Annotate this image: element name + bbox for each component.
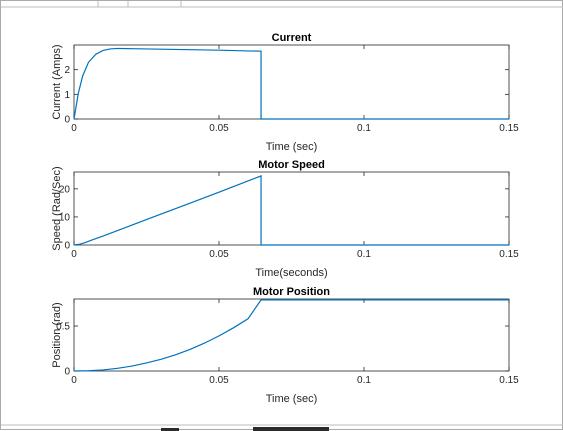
y-tick-label: 20 — [59, 184, 71, 195]
axes-title: Motor Speed — [258, 159, 325, 171]
x-axis-label: Time(seconds) — [255, 267, 327, 279]
x-tick-label: 0 — [71, 249, 77, 260]
series-line — [73, 299, 509, 372]
axes-title: Motor Position — [253, 286, 330, 298]
axes-title: Current — [272, 32, 312, 44]
series-line — [73, 47, 509, 120]
x-tick-label: 0 — [71, 375, 77, 386]
y-tick-label: 0 — [64, 115, 70, 126]
x-tick-label: 0.05 — [209, 123, 229, 134]
x-tick-label: 0.15 — [499, 123, 519, 134]
y-axis-label: Current (Amps) — [51, 44, 63, 119]
y-tick-label: 0.5 — [56, 322, 70, 333]
x-tick-label: 0.05 — [209, 375, 229, 386]
x-tick-label: 0.15 — [499, 375, 519, 386]
y-axis-label: Speed (Rad/Sec) — [51, 166, 63, 250]
y-tick-label: 2 — [64, 65, 70, 76]
y-tick-label: 10 — [59, 212, 71, 223]
y-axis-label: Position (rad) — [51, 302, 63, 367]
axes-frame — [73, 44, 510, 120]
x-axis-label: Time (sec) — [266, 393, 318, 405]
series-line — [73, 175, 509, 246]
x-tick-label: 0.1 — [357, 249, 371, 260]
y-tick-label: 1 — [64, 90, 70, 101]
x-tick-label: 0.15 — [499, 249, 519, 260]
taskbar-item[interactable] — [253, 427, 329, 431]
axes-frame — [73, 171, 510, 246]
x-axis-label: Time (sec) — [266, 141, 318, 153]
axes-frame — [73, 298, 510, 372]
x-tick-label: 0.05 — [209, 249, 229, 260]
x-tick-label: 0.1 — [357, 123, 371, 134]
x-tick-label: 0.1 — [357, 375, 371, 386]
x-tick-label: 0 — [71, 123, 77, 134]
y-tick-label: 0 — [64, 241, 70, 252]
y-tick-label: 0 — [64, 367, 70, 378]
